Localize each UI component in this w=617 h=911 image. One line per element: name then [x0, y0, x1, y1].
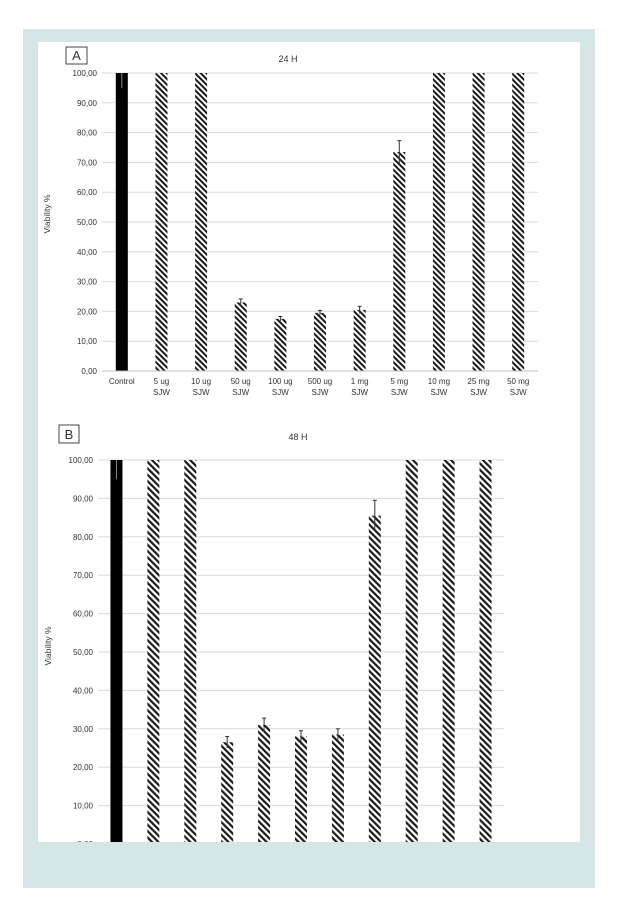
x-tick-label: 50 ug [231, 377, 251, 386]
y-tick-label: 80,00 [73, 533, 94, 542]
bar [274, 318, 287, 371]
y-tick-label: 10,00 [77, 337, 98, 346]
x-tick-label: 25 mg [467, 377, 489, 386]
bar [195, 73, 208, 371]
y-tick-label: 70,00 [77, 158, 98, 167]
bar [442, 460, 455, 842]
x-tick-label: 10 ug [191, 377, 211, 386]
x-tick-label: 50 mg [507, 377, 529, 386]
panel-label-box [65, 46, 88, 65]
y-tick-label: 80,00 [77, 129, 98, 138]
y-tick-label: 50,00 [73, 648, 94, 657]
x-tick-label: 500 ug [308, 377, 332, 386]
y-tick-label: 70,00 [73, 571, 94, 580]
bar [353, 309, 366, 371]
bar [110, 460, 123, 842]
y-tick-label: 60,00 [77, 188, 98, 197]
bar [147, 460, 160, 842]
y-axis-label: Viability % [43, 626, 53, 665]
x-tick-label: SJW [510, 388, 527, 397]
bar [258, 724, 271, 842]
y-tick-label: 0,00 [77, 840, 93, 842]
y-tick-label: 10,00 [73, 802, 94, 811]
x-tick-label: 10 mg [428, 377, 450, 386]
x-tick-label: SJW [470, 388, 487, 397]
bar [393, 151, 406, 371]
y-tick-label: 100,00 [69, 456, 94, 465]
panel-label: B [65, 427, 74, 442]
y-tick-label: 30,00 [73, 725, 94, 734]
bar [368, 515, 381, 842]
bar [115, 73, 128, 371]
x-tick-label: SJW [272, 388, 289, 397]
x-tick-label: SJW [391, 388, 408, 397]
x-tick-label: SJW [153, 388, 170, 397]
x-tick-label: 1 mg [351, 377, 369, 386]
y-tick-label: 20,00 [73, 763, 94, 772]
bar [432, 73, 445, 371]
y-tick-label: 90,00 [77, 99, 98, 108]
bar [331, 734, 344, 842]
y-tick-label: 50,00 [77, 218, 98, 227]
x-tick-label: Control [109, 377, 135, 386]
x-tick-label: SJW [312, 388, 329, 397]
chart-a: A 24 H Viability % 0,00 10,00 20,00 30,00 40… [42, 46, 538, 397]
y-tick-label: 60,00 [73, 610, 94, 619]
x-tick-label: 5 mg [390, 377, 408, 386]
bar [314, 312, 326, 371]
bar [512, 73, 525, 371]
bar [405, 460, 418, 842]
y-tick-label: 40,00 [77, 248, 98, 257]
plot-area: 0,00 10,00 20,00 30,00 40,00 50,00 60,00 70,00 8… [69, 456, 504, 842]
y-tick-label: 90,00 [73, 494, 94, 503]
panel-label: A [72, 48, 81, 63]
y-tick-label: 0,00 [81, 367, 97, 376]
y-tick-label: 40,00 [73, 686, 94, 695]
bar [295, 736, 307, 842]
y-tick-label: 20,00 [77, 307, 98, 316]
y-tick-label: 30,00 [77, 278, 98, 287]
figure-panel: A 24 H Viability % 0,00 10,00 20,00 30,00 40… [38, 42, 580, 842]
panel-label-box [58, 424, 80, 444]
x-tick-label: SJW [232, 388, 249, 397]
bar [221, 742, 234, 842]
x-tick-label: 5 ug [154, 377, 170, 386]
y-tick-label: 100,00 [73, 69, 98, 78]
x-tick-label: SJW [193, 388, 210, 397]
chart-b: B 48 H Viability % 0,00 10,00 20,00 30,00 40… [43, 424, 504, 842]
chart-title: 24 H [278, 54, 297, 64]
bar [234, 302, 247, 371]
x-tick-label: SJW [430, 388, 447, 397]
x-tick-label: SJW [351, 388, 368, 397]
plot-area: 0,00 10,00 20,00 30,00 40,00 50,00 60,00 70,00 8… [73, 69, 538, 397]
chart-title: 48 H [288, 432, 307, 442]
y-axis-label: Viability % [42, 194, 52, 233]
bar [155, 73, 168, 371]
bar [479, 460, 492, 842]
bar [184, 460, 197, 842]
bar [472, 73, 485, 371]
x-tick-label: 100 ug [268, 377, 292, 386]
